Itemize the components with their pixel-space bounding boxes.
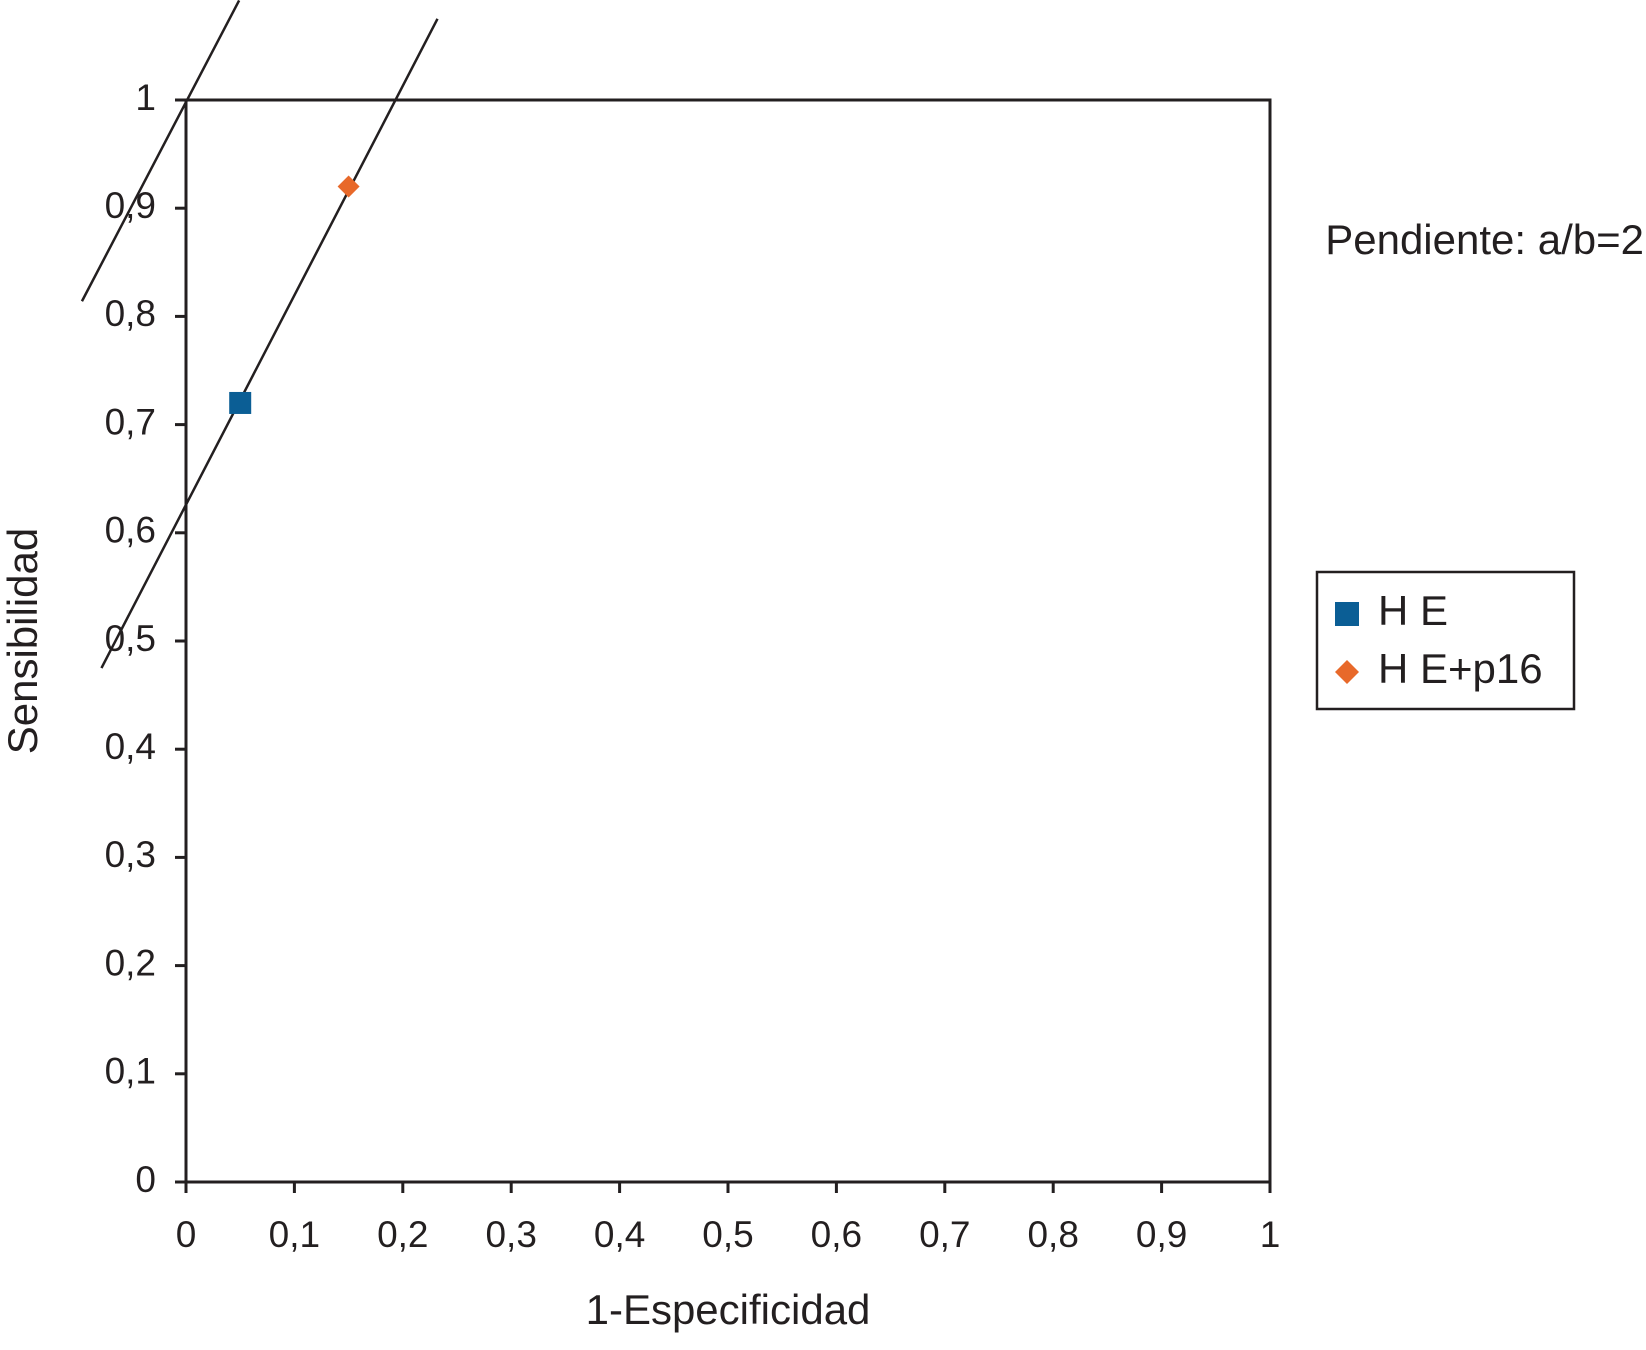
- y-tick-label: 0,9: [105, 185, 156, 226]
- legend-marker: [1335, 660, 1359, 684]
- x-tick-label: 0,9: [1136, 1214, 1187, 1255]
- y-tick-label: 0: [135, 1159, 156, 1200]
- y-tick-label: 0,1: [105, 1051, 156, 1092]
- y-tick-label: 0,3: [105, 834, 156, 875]
- y-tick-label: 0,6: [105, 510, 156, 551]
- x-tick-label: 0,5: [702, 1214, 753, 1255]
- x-tick-label: 0,8: [1027, 1214, 1078, 1255]
- y-axis-label: Sensibilidad: [0, 528, 46, 755]
- legend-marker: [1335, 602, 1359, 626]
- x-tick-label: 0,2: [377, 1214, 428, 1255]
- x-tick-label: 0,4: [594, 1214, 645, 1255]
- x-tick-label: 1: [1260, 1214, 1281, 1255]
- annotation: Pendiente: a/b=2: [1325, 216, 1644, 263]
- y-tick-label: 0,7: [105, 401, 156, 442]
- x-axis-label: 1-Especificidad: [586, 1286, 871, 1333]
- legend-label: H E+p16: [1378, 645, 1543, 692]
- x-tick-label: 0,1: [269, 1214, 320, 1255]
- legend-label: H E: [1378, 587, 1448, 634]
- marker-diamond: [337, 175, 360, 198]
- marker-square: [229, 391, 252, 414]
- y-tick-label: 0,4: [105, 726, 156, 767]
- plot-frame: [184, 98, 1272, 1184]
- legend-box: [1315, 570, 1576, 711]
- x-tick-label: 0,7: [919, 1214, 970, 1255]
- reference-line: [100, 18, 439, 669]
- y-tick-label: 0,5: [105, 618, 156, 659]
- reference-line: [80, 0, 241, 302]
- y-tick-label: 1: [135, 77, 156, 118]
- x-tick-label: 0,6: [811, 1214, 862, 1255]
- y-tick-label: 0,2: [105, 942, 156, 983]
- y-tick-label: 0,8: [105, 293, 156, 334]
- x-tick-label: 0,3: [485, 1214, 536, 1255]
- x-tick-label: 0: [176, 1214, 197, 1255]
